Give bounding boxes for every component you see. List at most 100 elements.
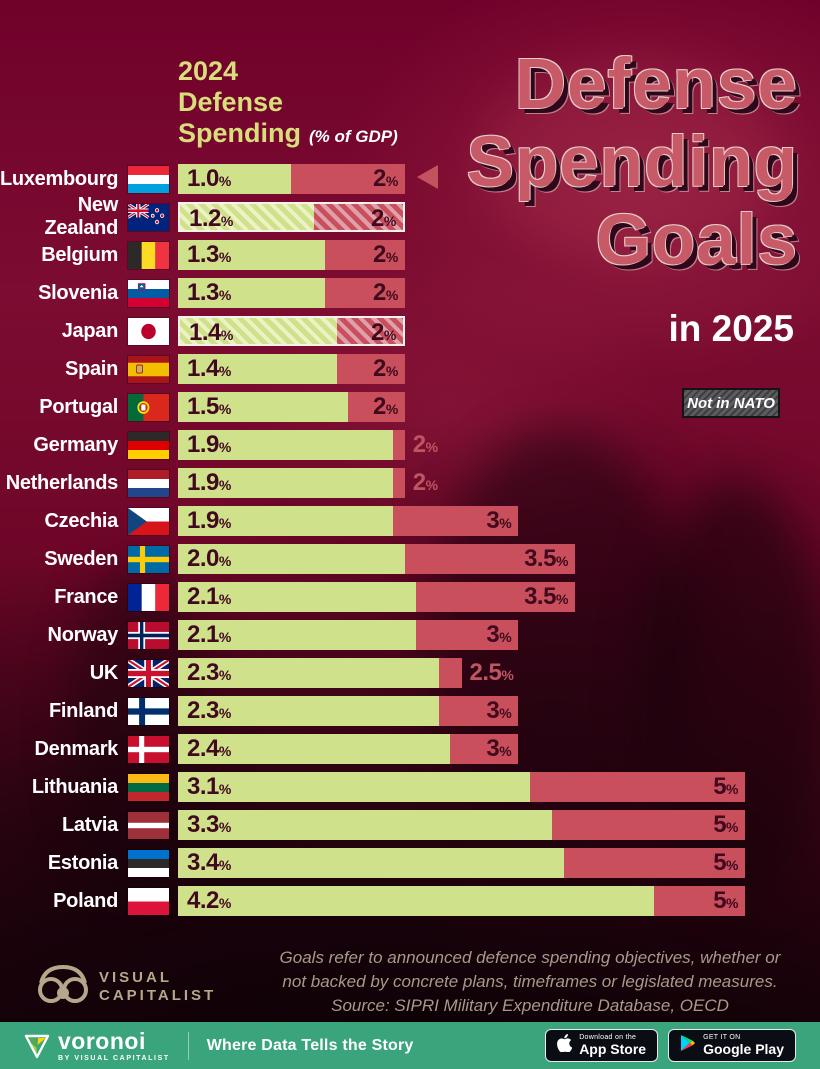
google-play-logo-icon — [680, 1034, 696, 1057]
goal-value-label: 3.5% — [524, 583, 568, 610]
goal-bar: 2.4% 3% — [178, 734, 519, 764]
bar-track: 1.4% 2% — [178, 316, 745, 346]
axis-unit-note: (% of GDP) — [309, 127, 398, 146]
flag-latvia-icon — [128, 811, 169, 839]
goal-value-label: 3.5% — [524, 545, 568, 572]
chart-row: Germany 2% 1.9% — [0, 426, 820, 464]
chart-row: Slovenia 1.3% 2% — [0, 274, 820, 312]
chart-row: Poland 4.2% 5% — [0, 882, 820, 920]
spending-value-label: 2.3% — [187, 659, 231, 686]
footnote-line: Goals refer to announced defence spendin… — [279, 948, 781, 967]
country-label: Portugal — [39, 395, 118, 418]
spending-bar — [178, 468, 394, 498]
goal-bar: 2.0% 3.5% — [178, 544, 575, 574]
goal-value-label: 2% — [372, 165, 398, 192]
spending-value-label: 1.4% — [187, 355, 231, 382]
goal-bar: 2.3% 3% — [178, 696, 519, 726]
bar-track: 2.0% 3.5% — [178, 544, 745, 574]
spending-bar — [178, 354, 337, 384]
footer-divider — [187, 1031, 189, 1060]
flag-portugal-icon — [128, 393, 169, 421]
chart-row: Belgium 1.3% 2% — [0, 236, 820, 274]
spending-value-label: 4.2% — [187, 887, 231, 914]
app-store-badge-label: App Store — [579, 1040, 647, 1057]
chart-row: France 2.1% 3.5% — [0, 578, 820, 616]
goal-value-label: 2% — [412, 431, 438, 458]
spending-value-label: 2.3% — [187, 697, 231, 724]
goal-bar: 3.1% 5% — [178, 772, 745, 802]
goal-value-label: 3% — [486, 735, 512, 762]
spending-bar — [178, 392, 349, 422]
chart-row: Lithuania 3.1% 5% — [0, 768, 820, 806]
goal-value-label: 2.5% — [469, 659, 514, 686]
app-store-badge-top-text: Download on the — [579, 1033, 637, 1041]
goal-value-label: 5% — [713, 811, 738, 838]
country-label: France — [54, 585, 118, 608]
flag-japan-icon — [128, 317, 169, 345]
spending-bar — [178, 696, 439, 726]
spending-bar — [178, 164, 292, 194]
goal-bar: 1.5% 2% — [178, 392, 405, 422]
country-label: Latvia — [61, 813, 118, 836]
chart-row: Latvia 3.3% 5% — [0, 806, 820, 844]
goal-bar: 3.4% 5% — [178, 848, 745, 878]
title-line-2: Spending — [466, 123, 798, 203]
flag-estonia-icon — [128, 849, 169, 877]
spending-bar — [178, 278, 326, 308]
spending-value-label: 1.9% — [187, 469, 231, 496]
footnote: Goals refer to announced defence spendin… — [250, 946, 810, 1018]
spending-value-label: 3.4% — [187, 849, 231, 876]
chart-row: New Zealand 1.2% 2% — [0, 194, 820, 239]
goal-value-label: 2% — [372, 279, 398, 306]
spending-bar — [178, 772, 530, 802]
goal-bar: 1.2% 2% — [178, 202, 405, 232]
google-play-badge-label: Google Play — [703, 1040, 784, 1057]
flag-poland-icon — [128, 887, 169, 915]
not-in-nato-legend-badge: Not in NATO — [682, 388, 780, 418]
bar-track: 1.3% 2% — [178, 278, 745, 308]
spending-value-label: 3.3% — [187, 811, 231, 838]
bar-track: 2.1% 3% — [178, 620, 745, 650]
footnote-line: Source: SIPRI Military Expenditure Datab… — [331, 996, 729, 1016]
goal-bar: 2.3% — [178, 658, 462, 688]
bar-track: 3.4% 5% — [178, 848, 745, 878]
spending-bar — [180, 204, 315, 230]
bar-track: 3.1% 5% — [178, 772, 745, 802]
google-play-badge[interactable]: GET IT ON Google Play — [668, 1029, 796, 1062]
country-label: Czechia — [44, 509, 119, 532]
spending-value-label: 2.1% — [187, 583, 231, 610]
chart-row: Portugal 1.5% 2% — [0, 388, 820, 426]
spending-value-label: 1.5% — [187, 393, 231, 420]
spending-bar — [178, 240, 326, 270]
bar-track: 2.1% 3.5% — [178, 582, 745, 612]
chart-row: Denmark 2.4% 3% — [0, 730, 820, 768]
spending-value-label: 1.0% — [187, 165, 231, 192]
country-label: Lithuania — [31, 775, 118, 798]
flag-lithuania-icon — [128, 773, 169, 801]
country-label: Poland — [53, 889, 118, 912]
title-line-3: Goals — [595, 201, 798, 281]
chart-row: Spain 1.4% 2% — [0, 350, 820, 388]
country-label: Norway — [47, 623, 119, 646]
footer-tagline: Where Data Tells the Story — [206, 1036, 414, 1054]
country-label: Luxembourg — [0, 167, 119, 190]
country-label: Slovenia — [38, 281, 118, 304]
goal-bar: 1.4% 2% — [178, 354, 405, 384]
chart-row: Netherlands 2% 1.9% — [0, 464, 820, 502]
country-label: Japan — [61, 319, 119, 342]
goal-bar: 1.9% 3% — [178, 506, 519, 536]
flag-norway-icon — [128, 621, 169, 649]
spending-bar — [178, 582, 417, 612]
app-store-badge[interactable]: Download on the App Store — [545, 1029, 659, 1062]
chart-row: Estonia 3.4% 5% — [0, 844, 820, 882]
country-label: New Zealand — [44, 194, 119, 239]
goal-value-label: 3% — [486, 697, 512, 724]
goal-value-label: 2% — [372, 241, 398, 268]
goal-bar: 4.2% 5% — [178, 886, 745, 916]
voronoi-wordmark: voronoi BY VISUAL CAPITALIST — [58, 1027, 170, 1062]
spending-value-label: 2.1% — [187, 621, 231, 648]
spending-bar — [178, 810, 553, 840]
goal-bar: 1.3% 2% — [178, 278, 405, 308]
goal-value-label: 2% — [372, 355, 398, 382]
